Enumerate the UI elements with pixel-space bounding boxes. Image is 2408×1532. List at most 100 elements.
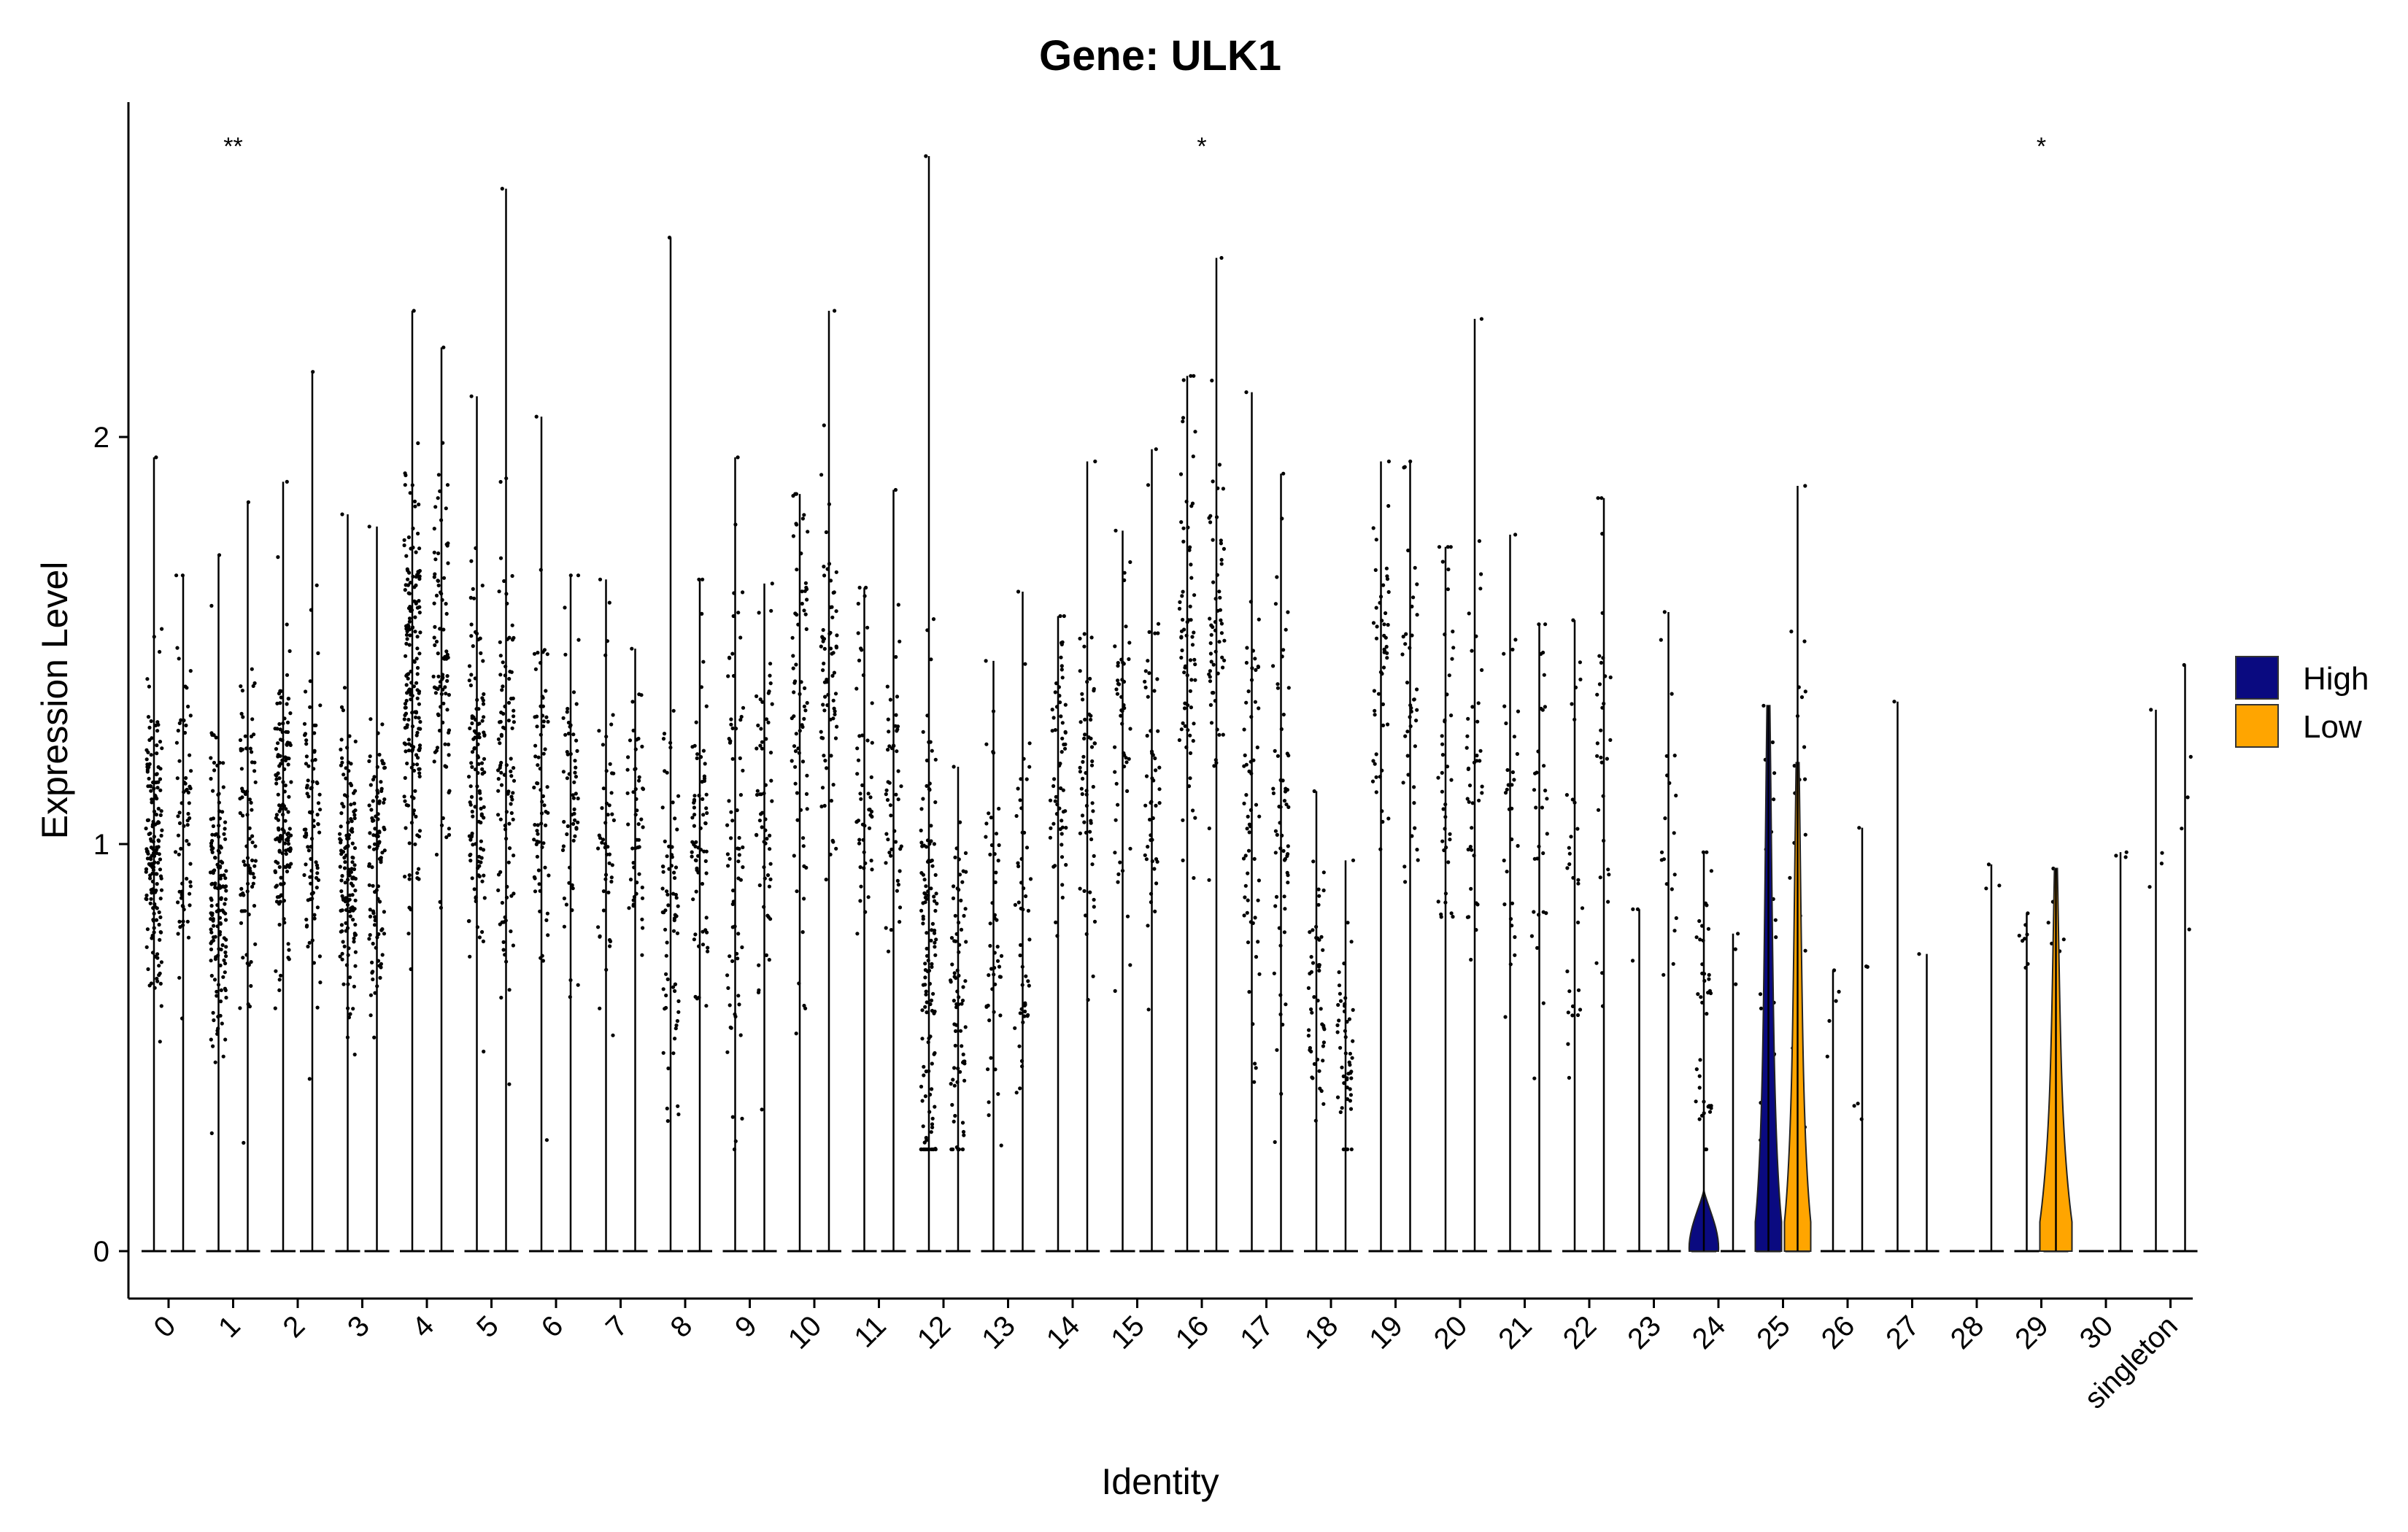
point-21-high (1513, 638, 1518, 642)
point-18-low (1348, 1051, 1352, 1056)
point-4-high (406, 748, 412, 753)
point-16-high (1188, 658, 1193, 662)
point-18-low (1348, 1087, 1352, 1091)
point-14-low (1080, 813, 1085, 818)
point-2-low (303, 732, 308, 736)
point-16-high (1181, 539, 1186, 544)
point-24-high (1709, 1106, 1713, 1110)
point-19-low (1412, 697, 1416, 702)
point-19-low (1400, 652, 1405, 657)
point-24-high (1709, 869, 1713, 873)
point-2-high (276, 792, 280, 797)
point-14-high (1062, 614, 1066, 619)
point-12-low (953, 913, 957, 918)
point-3-low (378, 975, 382, 980)
point-10-high (800, 601, 804, 606)
point-17-high (1253, 1061, 1257, 1066)
point-2-low (312, 916, 317, 921)
point-8-low (692, 937, 697, 942)
point-9-low (770, 799, 774, 803)
point-3-high (352, 813, 357, 817)
point-4-low (436, 674, 441, 678)
point-12-low (949, 1147, 954, 1152)
point-9-high (735, 808, 739, 813)
point-10-high (794, 662, 798, 667)
point-16-low (1208, 520, 1213, 525)
point-3-low (371, 883, 375, 888)
point-0-high (147, 862, 151, 866)
point-13-high (987, 1113, 991, 1118)
point-20-high (1446, 587, 1450, 592)
point-10-low (822, 708, 827, 713)
point-16-low (1219, 538, 1223, 543)
point-4-low (447, 827, 452, 831)
point-2-high (286, 835, 290, 840)
point-19-high (1385, 651, 1389, 655)
point-4-high (403, 483, 407, 487)
point-7-high (609, 722, 614, 727)
point-4-high (417, 743, 422, 748)
point-5-high (472, 729, 477, 733)
point-12-high (929, 886, 933, 891)
x-tick-label-4: 4 (406, 1309, 441, 1344)
point-8-low (704, 1004, 709, 1008)
point-12-high (930, 962, 934, 966)
point-0-low (185, 919, 190, 924)
point-15-high (1128, 963, 1132, 967)
point-8-low (692, 813, 697, 817)
point-14-low (1089, 713, 1093, 718)
point-11-low (887, 781, 892, 785)
point-18-high (1309, 955, 1313, 959)
point-1-low (239, 767, 244, 771)
point-0-low (185, 823, 190, 827)
point-19-high (1382, 622, 1386, 627)
point-12-high (922, 1064, 926, 1069)
point-1-high (218, 963, 223, 967)
point-20-low (1469, 957, 1473, 962)
point-15-low (1154, 803, 1158, 808)
point-16-high (1193, 816, 1197, 820)
point-3-low (380, 851, 385, 855)
point-18-high (1321, 888, 1326, 893)
point-1-low (238, 811, 242, 816)
point-12-high (921, 797, 925, 801)
point-2-high (285, 622, 289, 627)
point-4-high (417, 574, 422, 579)
point-9-high (730, 902, 735, 906)
point-12-low (962, 913, 966, 918)
point-14-low (1078, 831, 1082, 835)
point-23-low (1671, 962, 1675, 966)
point-15-low (1157, 801, 1162, 805)
point-3-low (367, 759, 371, 763)
point-15-high (1113, 851, 1117, 855)
point-10-low (824, 878, 828, 882)
point-3-high (350, 827, 354, 831)
point-0-high (144, 757, 149, 762)
point-17-high (1242, 913, 1246, 918)
point-18-high (1309, 1049, 1313, 1053)
point-5-low (507, 846, 512, 851)
point-1-low (243, 792, 248, 797)
x-tick-label-20: 20 (1428, 1309, 1474, 1355)
point-16-low (1211, 580, 1216, 584)
point-1-low (239, 747, 243, 751)
point-14-high (1060, 843, 1064, 847)
point-2-low (308, 875, 312, 879)
significance-mark-16: * (1197, 133, 1206, 160)
point-14-high (1053, 799, 1057, 803)
point-5-high (482, 816, 486, 820)
point-18-low (1335, 1023, 1340, 1027)
point-3-low (382, 827, 387, 832)
point-4-high (407, 627, 412, 632)
point-7-low (640, 896, 645, 900)
point-1-low (248, 871, 252, 875)
point-5-high (471, 843, 475, 847)
point-1-high (224, 889, 228, 893)
point-3-low (379, 928, 384, 932)
point-10-low (833, 736, 838, 740)
point-6-high (536, 823, 540, 827)
point-7-low (637, 775, 641, 779)
point-11-high (866, 895, 871, 900)
point-14-low (1089, 717, 1093, 722)
point-2-high (277, 988, 282, 992)
